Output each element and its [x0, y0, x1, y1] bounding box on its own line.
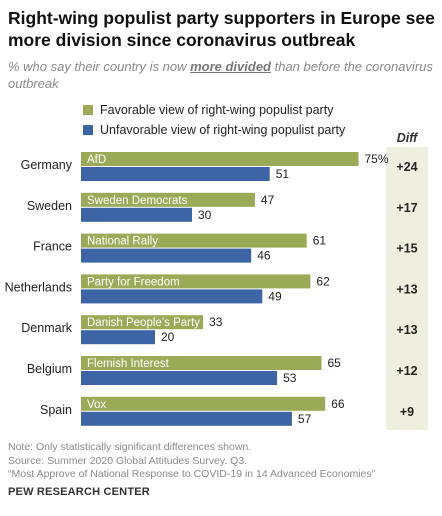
source-line: Source: Summer 2020 Global Attitudes Sur… — [8, 454, 248, 467]
country-label-france: France — [33, 240, 72, 254]
unfavorable-value-germany: 51 — [276, 167, 290, 181]
legend-item-favorable: Favorable view of right-wing populist pa… — [83, 100, 345, 120]
chart-title: Right-wing populist party supporters in … — [8, 8, 435, 50]
favorable-value-sweden: 47 — [261, 193, 275, 207]
unfavorable-value-belgium: 53 — [283, 371, 297, 385]
diff-value-germany: +24 — [396, 160, 417, 174]
legend-label-unfavorable: Unfavorable view of right-wing populist … — [100, 123, 346, 137]
favorable-bar-france — [81, 233, 307, 248]
legend-swatch-favorable — [83, 105, 93, 115]
unfavorable-value-netherlands: 49 — [268, 289, 282, 303]
unfavorable-bar-denmark — [81, 330, 155, 345]
chart-legend: Favorable view of right-wing populist pa… — [83, 100, 345, 140]
favorable-bar-spain — [81, 396, 326, 411]
diff-value-spain: +9 — [400, 405, 414, 419]
country-label-sweden: Sweden — [27, 199, 72, 213]
favorable-value-netherlands: 62 — [316, 274, 330, 288]
unfavorable-bar-france — [81, 248, 252, 263]
diff-value-france: +15 — [396, 242, 417, 256]
diff-column-background — [386, 147, 428, 430]
country-label-belgium: Belgium — [27, 362, 72, 376]
subtitle-emphasis: more divided — [190, 59, 271, 74]
report-line: “Most Approve of National Response to CO… — [8, 468, 376, 480]
favorable-bar-denmark — [81, 315, 204, 330]
favorable-value-germany: 75% — [365, 152, 389, 166]
favorable-value-france: 61 — [313, 234, 327, 248]
party-label-spain: Vox — [87, 399, 106, 411]
unfavorable-value-france: 46 — [257, 249, 271, 263]
diff-header: Diff — [396, 131, 418, 145]
unfavorable-bar-germany — [81, 167, 270, 181]
diff-value-sweden: +17 — [396, 201, 417, 215]
legend-label-favorable: Favorable view of right-wing populist pa… — [100, 103, 334, 117]
unfavorable-value-spain: 57 — [298, 412, 312, 426]
legend-swatch-unfavorable — [83, 125, 93, 135]
favorable-value-denmark: 33 — [209, 315, 223, 329]
party-label-france: National Rally — [87, 236, 158, 248]
country-label-spain: Spain — [40, 403, 72, 417]
chart-subtitle: % who say their country is now more divi… — [8, 58, 436, 92]
diff-value-belgium: +12 — [396, 364, 417, 378]
diff-value-netherlands: +13 — [396, 282, 417, 296]
subtitle-suffix: than before the coronavirus outbreak — [8, 59, 433, 91]
party-label-netherlands: Party for Freedom — [87, 276, 180, 288]
unfavorable-value-sweden: 30 — [198, 208, 212, 222]
brand-label: PEW RESEARCH CENTER — [8, 486, 150, 498]
diff-value-denmark: +13 — [396, 323, 417, 337]
party-label-belgium: Flemish Interest — [87, 358, 170, 370]
unfavorable-bar-belgium — [81, 371, 278, 385]
country-label-netherlands: Netherlands — [5, 280, 72, 294]
country-label-denmark: Denmark — [21, 321, 72, 335]
party-label-denmark: Danish People’s Party — [87, 317, 200, 329]
party-label-sweden: Sweden Democrats — [87, 195, 188, 207]
favorable-bar-germany — [81, 152, 359, 166]
favorable-value-belgium: 65 — [328, 356, 342, 370]
favorable-bar-sweden — [81, 192, 255, 207]
country-label-germany: Germany — [21, 158, 73, 172]
legend-item-unfavorable: Unfavorable view of right-wing populist … — [83, 120, 345, 140]
favorable-bar-netherlands — [81, 274, 311, 289]
party-label-germany: AfD — [87, 154, 106, 166]
unfavorable-bar-spain — [81, 411, 292, 426]
unfavorable-bar-netherlands — [81, 289, 263, 304]
unfavorable-value-denmark: 20 — [161, 330, 175, 344]
chart-notes: Note: Only statistically significant dif… — [8, 441, 375, 482]
subtitle-prefix: % who say their country is now — [8, 59, 191, 74]
note-line: Note: Only statistically significant dif… — [8, 441, 252, 453]
favorable-value-spain: 66 — [331, 397, 345, 411]
unfavorable-bar-sweden — [81, 207, 192, 222]
favorable-bar-belgium — [81, 356, 322, 370]
